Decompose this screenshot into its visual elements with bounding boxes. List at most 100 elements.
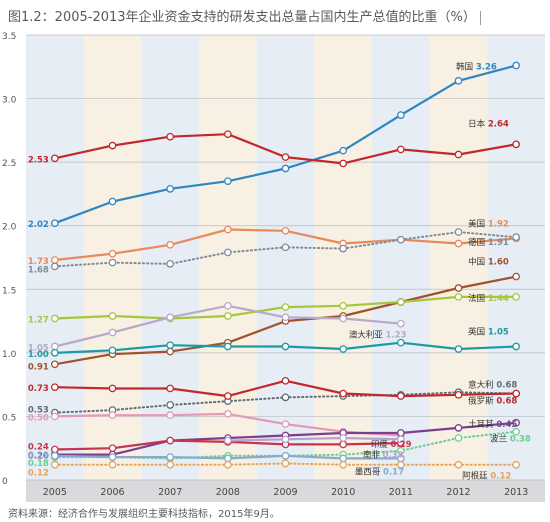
data-point [166,260,175,268]
series-end-value: 0.12 [490,472,511,482]
data-point [339,454,348,463]
series-name: 美国 [468,218,488,229]
data-point [512,342,521,351]
data-point [281,313,290,322]
data-point [512,140,521,149]
series-end-label: 墨西哥 0.17 [355,467,404,477]
series-start-label: 2.53 [28,155,49,165]
data-point [50,262,59,271]
data-point [396,145,405,154]
data-point [512,460,521,469]
y-tick-label: 3.5 [2,32,16,42]
data-point [50,360,59,369]
data-point [281,393,290,402]
band-2010 [314,35,372,480]
data-point [108,453,117,461]
data-point [512,293,521,301]
chart-title: 图1.2：2005-2013年企业资金支持的研发支出总量占国内生产总值的比重（%… [8,6,481,25]
data-point [454,150,463,159]
title-divider [479,10,481,25]
data-point [108,141,117,150]
data-point [50,349,59,357]
series-end-label: 俄罗斯 0.68 [468,396,517,407]
series-start-label: 0.91 [28,362,49,372]
data-point [108,249,117,258]
series-end-label: 阿根廷 0.12 [462,471,511,482]
band-2012 [429,35,488,480]
data-point [512,61,521,70]
series-name: 澳大利亚 [349,330,386,341]
data-point [223,454,232,463]
data-point [166,313,175,322]
data-point [512,233,521,242]
data-point [339,389,348,398]
series-start-label: 0.50 [28,413,49,423]
data-point [108,384,117,393]
data-point [166,347,175,356]
data-point [512,389,521,398]
data-point [396,435,405,444]
data-point [281,342,290,351]
data-point [396,446,405,455]
data-point [223,130,232,139]
series-end-value: 1.23 [386,331,407,341]
data-point [339,314,348,323]
data-point [166,240,175,249]
data-point [108,197,117,206]
series-end-label: 英国 1.05 [468,327,509,338]
data-point [166,453,175,461]
series-name: 法国 [468,293,488,304]
data-point [108,411,117,420]
background-bands [26,35,545,502]
data-point [454,76,463,85]
data-point [281,226,290,235]
data-point [166,411,175,420]
series-end-label: 波兰 0.38 [490,434,531,445]
data-point [223,312,232,320]
y-tick-label: 1.0 [2,350,17,360]
y-tick-label: 2.0 [2,223,17,233]
data-point [223,460,232,469]
x-axis-ticks: 2005 2006 2007 2008 2009 2010 2011 2012 2013 [43,487,529,498]
data-point [50,256,59,264]
series-end-value: 1.92 [488,219,509,229]
data-point [108,328,117,337]
data-point [166,184,175,193]
data-point [108,460,117,469]
data-point [50,383,59,392]
series-end-value: 1.05 [488,328,509,338]
data-point [339,460,348,469]
series-name: 俄罗斯 [468,396,496,407]
series-name: 意大利 [468,380,496,391]
series-start-label: 0.18 [28,459,49,469]
series-start-label: 0.24 [28,442,49,452]
series-name: 英国 [468,327,488,338]
x-axis-strip [26,480,545,502]
data-point [166,401,175,409]
series-end-value: 1.91 [488,238,509,248]
data-point [454,239,463,248]
series-start-label: 2.02 [28,220,49,230]
x-tick-label: 2013 [504,487,528,498]
data-point [396,111,405,119]
x-tick-label: 2006 [100,487,124,498]
data-point [454,293,463,301]
data-point [396,392,405,400]
data-point [50,154,59,163]
data-point [281,451,290,460]
band-2011 [372,35,430,480]
data-point [281,164,290,173]
x-tick-label: 2009 [273,487,297,498]
data-point [108,258,117,267]
series-name: 印度 [371,439,391,450]
data-point [281,376,290,385]
series-start-label: 1.00 [28,350,49,360]
y-tick-label: 0.5 [2,413,16,423]
series-end-label: 澳大利亚 1.23 [349,330,407,341]
data-point [339,159,348,168]
series-name: 土耳其 [468,419,496,430]
data-point [339,146,348,155]
band-2008 [199,35,257,480]
series-name: 韩国 [456,62,476,73]
series-end-value: 0.32 [383,450,404,460]
